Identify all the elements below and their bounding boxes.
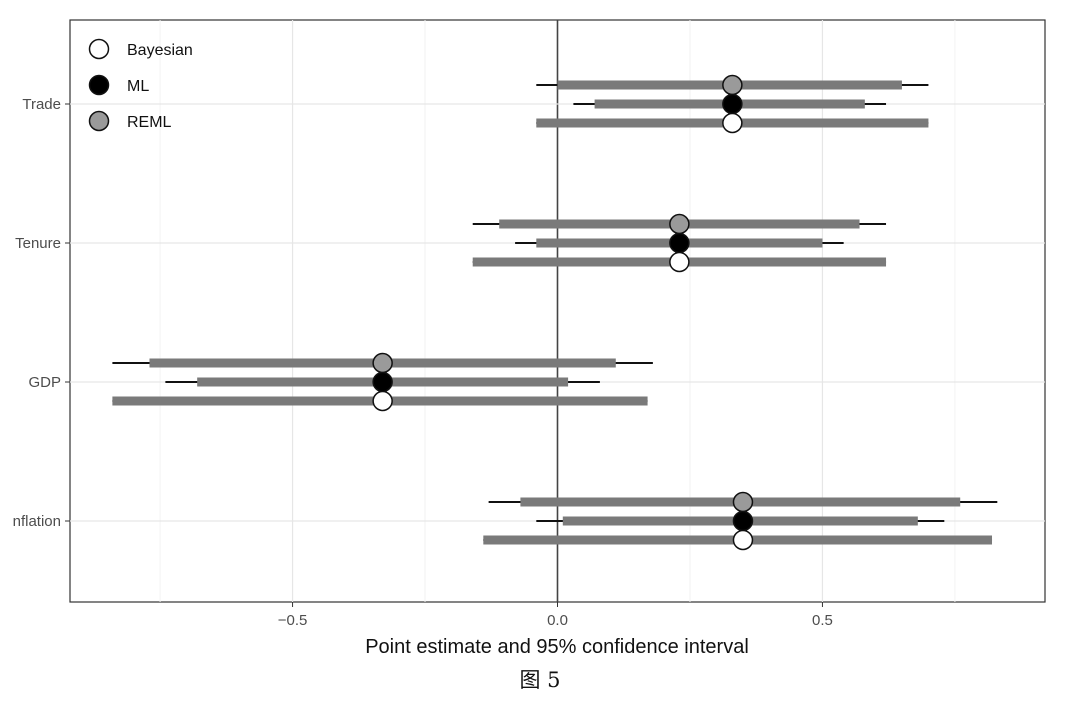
point-reml-gdp: [372, 352, 393, 374]
point-reml-trade: [722, 74, 743, 96]
x-tick-label: −0.5: [278, 612, 308, 629]
y-tick-label-inflation: nflation: [13, 513, 61, 530]
point-ml-inflation: [732, 510, 754, 532]
x-tick-label: 0.5: [812, 612, 833, 629]
legend-marker-reml: [88, 110, 110, 132]
point-ml-trade: [722, 93, 743, 115]
legend-marker-ml: [88, 74, 110, 96]
y-tick-label-tenure: Tenure: [15, 235, 61, 252]
figure-caption: 图 5: [519, 668, 561, 692]
legend-label-reml: REML: [127, 114, 172, 131]
point-reml-inflation: [732, 491, 754, 513]
axis-ticks: −0.5 0.0 0.5 Trade Tenure GDP nflation: [13, 96, 833, 629]
point-bayesian-trade: [722, 112, 743, 134]
legend-marker-bayesian: [88, 38, 110, 60]
point-bayesian-inflation: [732, 529, 754, 551]
point-bayesian-tenure: [669, 251, 690, 273]
point-bayesian-gdp: [372, 390, 393, 412]
x-tick-label: 0.0: [547, 612, 568, 629]
y-tick-label-gdp: GDP: [28, 374, 61, 391]
legend-label-ml: ML: [127, 78, 149, 95]
point-ml-gdp: [372, 371, 393, 393]
y-tick-label-trade: Trade: [22, 96, 61, 113]
point-markers: [372, 74, 754, 551]
point-ml-tenure: [669, 232, 690, 254]
legend-label-bayesian: Bayesian: [127, 42, 193, 59]
x-axis-title: Point estimate and 95% confidence interv…: [365, 636, 749, 658]
legend: Bayesian ML REML: [88, 38, 193, 132]
point-reml-tenure: [669, 213, 690, 235]
